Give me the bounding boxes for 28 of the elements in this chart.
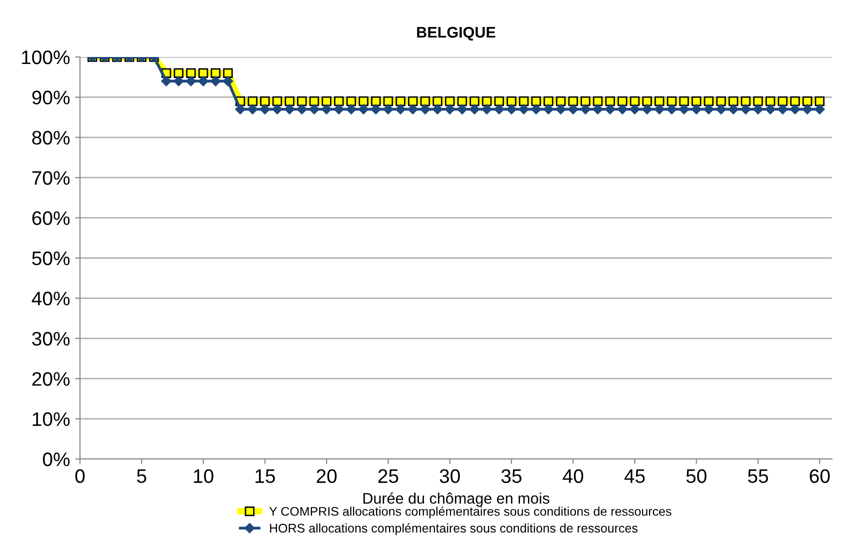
legend-label: HORS allocations complémentaires sous conditions de ressources <box>270 523 638 536</box>
x-tick-label: 0 <box>75 469 85 484</box>
y-tick-label: 100% <box>22 50 70 64</box>
y-tick-label: 70% <box>32 171 70 185</box>
x-tick-label: 10 <box>194 469 214 484</box>
x-tick-label: 5 <box>137 469 146 484</box>
y-tick-label: 10% <box>32 412 70 426</box>
chart-title: BELGIQUE <box>417 26 496 41</box>
y-tick-label: 80% <box>32 130 70 145</box>
y-tick-label: 40% <box>32 292 70 306</box>
x-tick-label: 30 <box>440 469 460 484</box>
y-tick-label: 0% <box>42 452 70 466</box>
y-tick-label: 50% <box>32 251 70 266</box>
x-tick-label: 45 <box>624 469 645 484</box>
x-tick-label: 55 <box>748 469 768 484</box>
x-tick-label: 20 <box>316 469 337 484</box>
y-tick-label: 90% <box>32 90 70 104</box>
x-axis-title: Durée du chômage en mois <box>363 492 550 507</box>
y-tick-label: 30% <box>32 332 70 346</box>
x-tick-label: 15 <box>256 469 275 484</box>
x-tick-label: 60 <box>810 469 830 484</box>
x-tick-label: 40 <box>562 469 584 484</box>
y-tick-label: 20% <box>32 372 70 386</box>
y-tick-label: 60% <box>32 211 70 226</box>
legend-label: Y COMPRIS allocations complémentaires sous conditions de ressources <box>269 506 672 518</box>
x-tick-label: 50 <box>686 469 706 484</box>
x-tick-label: 25 <box>378 469 398 484</box>
x-tick-label: 35 <box>501 469 522 484</box>
